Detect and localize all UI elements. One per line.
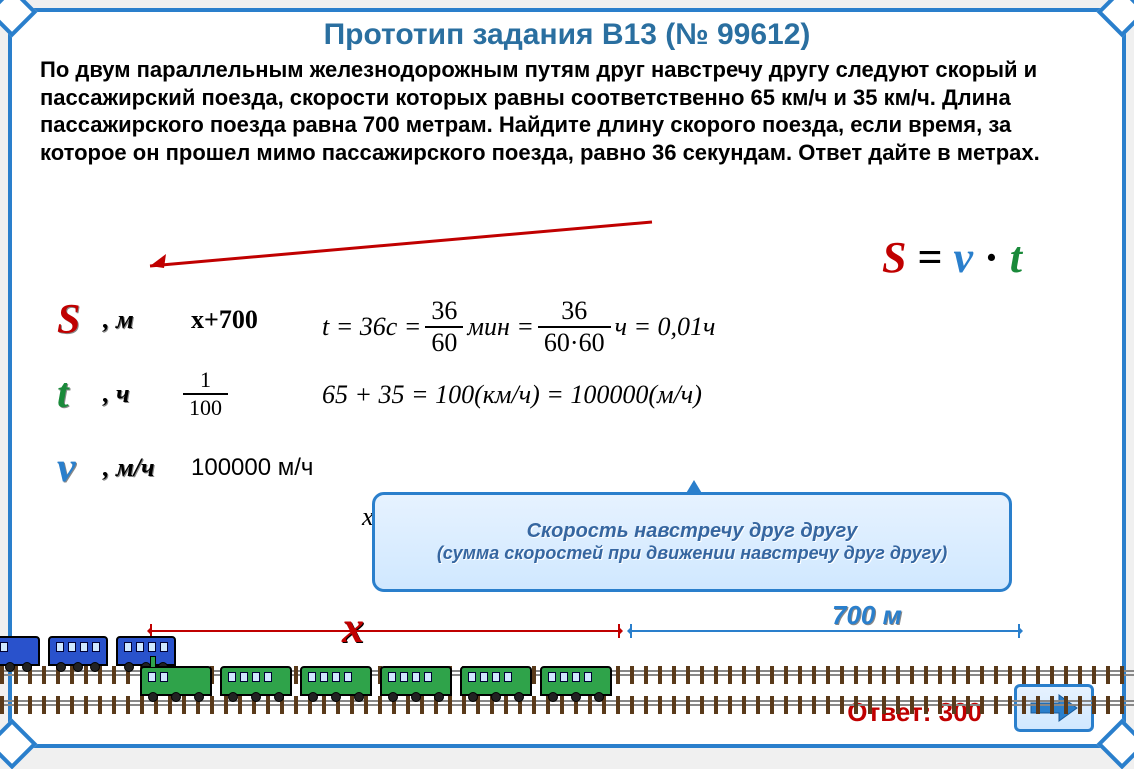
problem-text: По двум параллельным железнодорожным пут… [12,52,1122,166]
var-S-value: x+700 [191,305,258,335]
calc-t-frac1: 36 60 [425,296,463,358]
train-car [116,636,176,666]
frac-num: 36 [425,296,463,328]
train-car [380,666,452,696]
calc-t-mid2: ч = 0,01ч [615,312,716,342]
frac-den: 60 [425,328,463,358]
x-dimension-label: x [342,602,364,653]
calc-t-frac2: 36 60·60 [538,296,611,358]
slide-frame: Прототип задания В13 (№ 99612) По двум п… [8,8,1126,748]
calc-time: t = 36c = 36 60 мин = 36 60·60 ч = 0,01ч [322,296,715,358]
arrow-annotation [142,220,662,280]
calc-t-prefix: t = 36c = [322,312,421,342]
formula-dot: · [984,233,999,282]
calc-speed: 65 + 35 = 100(км/ч) = 100000(м/ч) [322,380,715,410]
var-v-unit: , м/ч [103,453,183,483]
var-t-row: t , ч 1 100 [57,366,313,422]
dim-line-700 [630,630,1020,632]
train-car [460,666,532,696]
slide-title: Прототип задания В13 (№ 99612) [12,18,1122,52]
var-v-symbol: v [57,444,103,492]
formula-v: v [954,233,974,282]
frac-num: 36 [538,296,611,328]
calc-speed-text: 65 + 35 = 100(км/ч) = 100000(м/ч) [322,380,702,410]
dim-line-x [150,630,620,632]
frac-num: 1 [183,367,228,395]
formula-t: t [1010,233,1022,282]
variable-list: S , м x+700 t , ч 1 100 v , м/ч 100000 м… [57,292,313,514]
calculations: t = 36c = 36 60 мин = 36 60·60 ч = 0,01ч… [322,296,715,432]
var-v-row: v , м/ч 100000 м/ч [57,440,313,496]
calc-t-mid1: мин = [467,312,534,342]
frac-den: 60·60 [538,328,611,358]
train-car [0,636,40,666]
train-car [48,636,108,666]
frac-den: 100 [183,395,228,421]
formula-eq: = [917,233,942,282]
var-t-symbol: t [57,370,103,418]
var-S-row: S , м x+700 [57,292,313,348]
note-line1: Скорость навстречу друг другу [527,520,858,543]
corner-decoration [1097,719,1134,769]
train-car [220,666,292,696]
var-S-symbol: S [57,296,103,344]
corner-decoration [0,719,37,769]
var-t-value: 1 100 [183,367,228,421]
formula-S: S [882,233,906,282]
var-v-value: 100000 м/ч [191,454,313,482]
var-t-unit: , ч [103,379,183,409]
train-car [300,666,372,696]
note-callout: Скорость навстречу друг другу (сумма ско… [372,492,1012,592]
train-car [140,666,212,696]
length-700-label: 700 м [832,600,902,631]
note-line2: (сумма скоростей при движении навстречу … [437,543,947,564]
train-car [540,666,612,696]
formula-svt: S = v · t [882,232,1022,283]
var-S-unit: , м [103,305,183,335]
